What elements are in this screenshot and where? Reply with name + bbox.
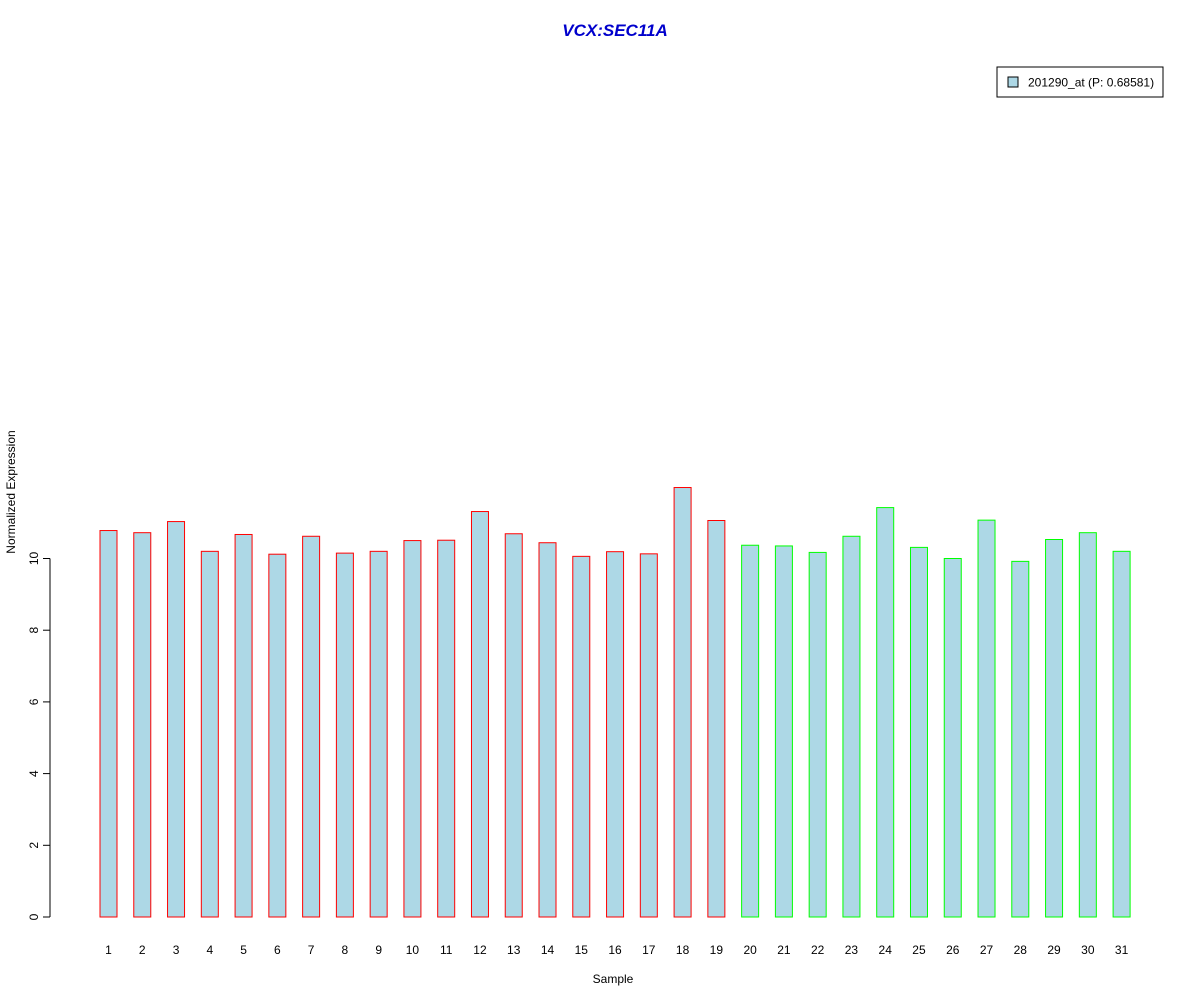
x-tick-label: 21: [777, 943, 791, 957]
x-tick-label: 17: [642, 943, 656, 957]
x-tick-label: 7: [308, 943, 315, 957]
bar-sample-2: [133, 532, 152, 918]
x-tick-label: 30: [1081, 943, 1095, 957]
x-tick-label: 1: [105, 943, 112, 957]
bar-sample-26: [943, 558, 962, 918]
bar-sample-28: [1011, 560, 1030, 918]
x-tick-label: 19: [710, 943, 724, 957]
x-tick-label: 6: [274, 943, 281, 957]
x-tick-label: 8: [342, 943, 349, 957]
x-tick-label: 11: [440, 943, 453, 957]
bar-sample-15: [572, 555, 591, 918]
bar-sample-27: [977, 519, 996, 918]
x-tick-label: 9: [375, 943, 382, 957]
x-tick-label: 25: [912, 943, 926, 957]
x-tick-label: 24: [879, 943, 893, 957]
bar-sample-6: [268, 553, 287, 918]
x-tick-label: 14: [541, 943, 555, 957]
x-tick-label: 28: [1014, 943, 1028, 957]
y-tick-label: 10: [27, 552, 41, 566]
x-tick-label: 18: [676, 943, 690, 957]
y-axis: 0 2 4 6 8 10: [27, 552, 51, 920]
chart-title: VCX:SEC11A: [562, 21, 668, 40]
bar-sample-7: [302, 535, 321, 918]
x-tick-label: 15: [575, 943, 589, 957]
y-tick-label: 0: [27, 913, 41, 920]
bar-sample-13: [504, 533, 523, 918]
bar-sample-18: [673, 487, 692, 918]
bar-sample-24: [876, 507, 895, 918]
x-tick-label: 31: [1115, 943, 1129, 957]
x-tick-label: 3: [173, 943, 180, 957]
bar-sample-22: [808, 551, 827, 918]
x-tick-label: 23: [845, 943, 859, 957]
bar-sample-19: [707, 520, 726, 918]
legend-box: [996, 66, 1164, 98]
bar-sample-23: [842, 535, 861, 918]
y-axis-label: Normalized Expression: [4, 430, 18, 553]
x-axis-label: Sample: [593, 972, 634, 986]
bar-sample-25: [909, 546, 928, 918]
legend-swatch: [1007, 76, 1019, 88]
bar-sample-10: [403, 540, 422, 918]
x-tick-label: 13: [507, 943, 521, 957]
x-tick-label: 20: [743, 943, 757, 957]
y-tick-label: 8: [27, 627, 41, 634]
x-tick-label: 5: [240, 943, 247, 957]
bar-sample-9: [369, 550, 388, 918]
y-tick-label: 6: [27, 698, 41, 705]
x-tick-label: 4: [206, 943, 213, 957]
bar-sample-20: [741, 544, 760, 918]
x-tick-labels: 1 2 3 4 5 6 7 8 9 10 11 12 13 14 15 16 17 18 19 20 21 22 23 24 2…: [105, 943, 1128, 957]
bars-group: [99, 487, 1131, 918]
bar-sample-11: [437, 539, 456, 918]
legend: 201290_at (P: 0.68581): [996, 66, 1164, 98]
y-tick-label: 2: [27, 842, 41, 849]
bar-sample-1: [99, 530, 118, 918]
x-tick-label: 10: [406, 943, 420, 957]
x-tick-label: 2: [139, 943, 146, 957]
bar-sample-3: [167, 521, 186, 918]
bar-sample-17: [639, 553, 658, 918]
bar-sample-30: [1078, 532, 1097, 918]
bar-sample-5: [234, 533, 253, 918]
bar-sample-12: [470, 511, 489, 918]
x-tick-label: 27: [980, 943, 994, 957]
x-tick-label: 22: [811, 943, 825, 957]
y-tick-label: 4: [27, 770, 41, 777]
bar-sample-21: [774, 545, 793, 918]
x-tick-label: 12: [473, 943, 487, 957]
x-tick-label: 16: [608, 943, 622, 957]
bar-sample-14: [538, 542, 557, 918]
bar-sample-16: [606, 551, 625, 918]
bar-sample-4: [200, 550, 219, 918]
x-tick-label: 29: [1047, 943, 1061, 957]
bar-sample-8: [335, 552, 354, 918]
legend-label: 201290_at (P: 0.68581): [1028, 76, 1154, 90]
bar-sample-29: [1045, 539, 1064, 918]
bar-sample-31: [1112, 550, 1131, 918]
x-tick-label: 26: [946, 943, 960, 957]
